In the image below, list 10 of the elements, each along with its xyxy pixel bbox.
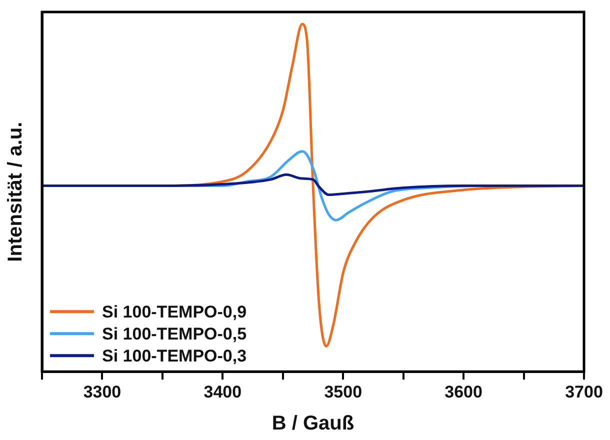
x-tick-label: 3700 — [565, 382, 603, 402]
y-axis-title: Intensität / a.u. — [4, 122, 27, 262]
x-tick-label: 3400 — [204, 382, 242, 402]
legend-label: Si 100-TEMPO-0,9 — [102, 302, 247, 322]
x-tick-label: 3500 — [324, 382, 362, 402]
legend-label: Si 100-TEMPO-0,5 — [102, 324, 247, 344]
x-tick-label: 3600 — [444, 382, 482, 402]
legend-label: Si 100-TEMPO-0,3 — [102, 346, 247, 366]
x-axis-title: B / Gauß — [272, 412, 354, 435]
x-tick-label: 3300 — [83, 382, 122, 402]
